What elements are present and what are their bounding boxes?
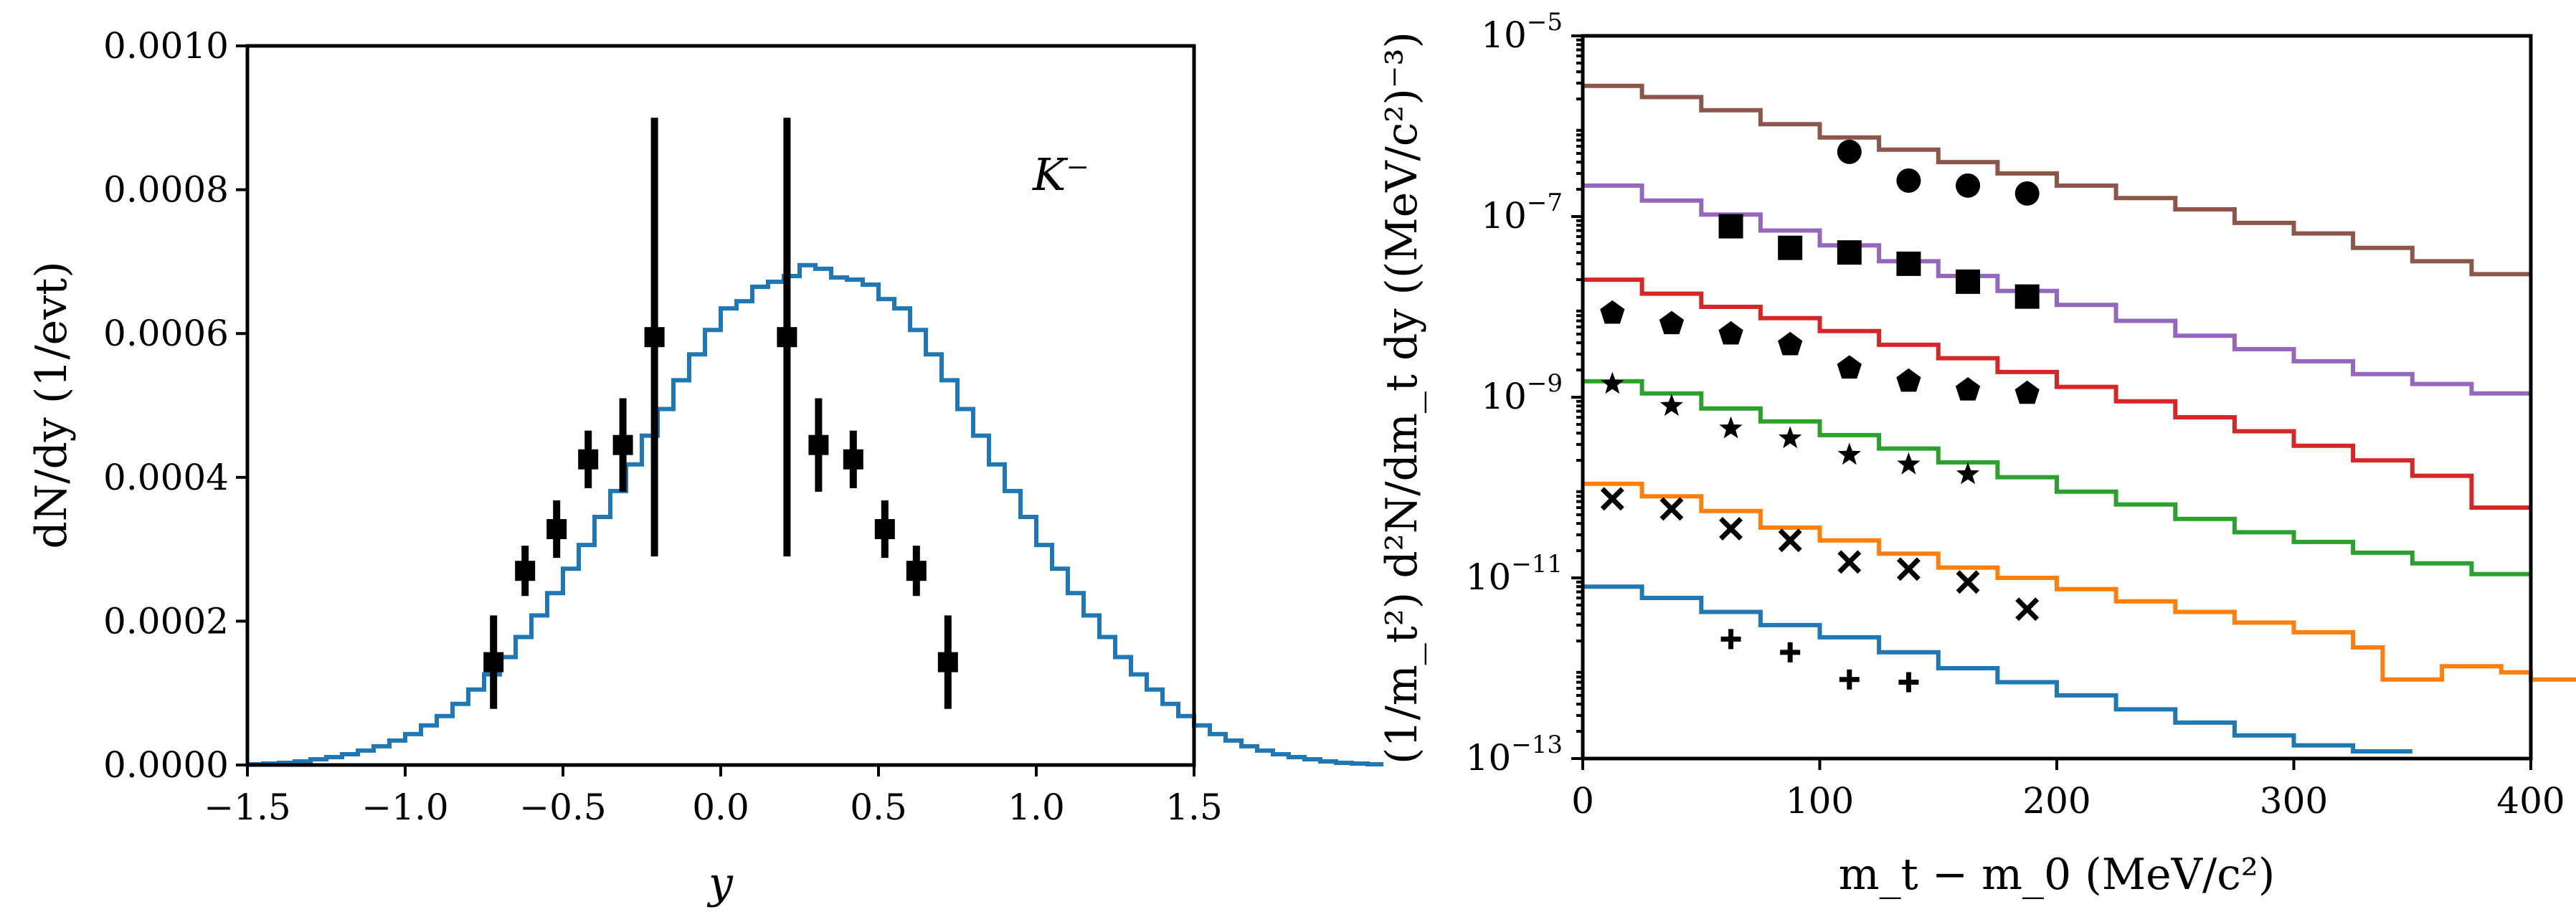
left-data-point (906, 561, 927, 581)
right-data-point-square (1837, 240, 1862, 265)
left-model-step (247, 262, 1383, 766)
left-data-point (644, 327, 665, 348)
left-data-point (808, 434, 829, 455)
right-x-tick-label: 200 (2022, 780, 2090, 822)
right-data-point-square (1778, 235, 1803, 260)
right-model-step-x (1583, 481, 2576, 682)
right-y-tick-label: 10−13 (1466, 731, 1563, 779)
right-data-points (1600, 139, 2040, 693)
right-data-point-circle (1837, 139, 1862, 164)
right-data-point-star (1601, 371, 1624, 394)
right-data-point-circle (2014, 181, 2040, 206)
left-data-point (546, 519, 567, 540)
left-x-tick-label: 0.0 (692, 787, 749, 828)
left-chart: −1.5 −1.0 −0.5 0.0 0.5 1.0 1.5 0.00000.00020.0… (27, 25, 1383, 908)
right-x-ticks: 0 100 200 300 400 (1571, 759, 2565, 822)
left-x-tick-label: −1.0 (361, 787, 448, 828)
left-data-point (874, 519, 895, 540)
left-data-points (483, 118, 958, 709)
left-y-axis-label: dN/dy (1/evt) (27, 261, 77, 548)
right-data-point-pentagon (1778, 331, 1803, 356)
left-data-point (937, 652, 958, 673)
right-data-point-square (1956, 269, 1981, 294)
left-data-point (843, 449, 863, 470)
right-data-point-star (1659, 394, 1684, 416)
right-x-tick-label: 100 (1786, 780, 1854, 822)
left-x-axis-label: y (706, 858, 734, 908)
right-data-point-x (2015, 597, 2040, 622)
left-data-point (483, 652, 504, 673)
right-data-point-square (2014, 284, 2040, 309)
right-data-point-pentagon (1659, 310, 1685, 335)
right-data-point-star (1779, 426, 1802, 449)
right-data-point-x (1956, 570, 1980, 594)
right-data-point-plus (1898, 672, 1919, 693)
left-y-ticks: 0.0000 0.0002 0.0004 0.0006 0.0008 0.0010 (103, 25, 247, 786)
right-y-tick-label: 10−7 (1481, 189, 1563, 237)
right-data-point-x (1837, 550, 1862, 574)
left-data-point (578, 449, 599, 470)
right-data-point-x (1659, 497, 1684, 521)
right-data-point-x (1896, 557, 1921, 581)
right-data-point-circle (1956, 173, 1981, 198)
left-y-tick-label: 0.0004 (103, 457, 229, 498)
right-data-point-square (1718, 214, 1743, 239)
right-model-step-pentagon (1583, 277, 2531, 510)
right-data-point-star (1719, 416, 1743, 439)
left-model-curve (247, 262, 1383, 766)
right-data-point-pentagon (2014, 380, 2040, 404)
left-data-point (777, 327, 797, 348)
right-model-step-star (1583, 379, 2531, 576)
right-data-point-plus (1780, 642, 1801, 662)
right-data-point-pentagon (1896, 368, 1921, 392)
left-data-point (515, 561, 536, 581)
left-x-tick-label: −1.5 (204, 787, 290, 828)
right-data-point-pentagon (1718, 320, 1743, 345)
right-data-point-star (1956, 462, 1980, 485)
left-x-tick-label: −0.5 (519, 787, 606, 828)
right-x-tick-label: 300 (2260, 780, 2328, 822)
right-y-tick-label: 10−11 (1466, 550, 1563, 598)
right-data-point-x (1719, 516, 1743, 541)
right-y-tick-label: 10−9 (1481, 369, 1563, 417)
right-model-step-circle (1583, 83, 2531, 277)
right-plot-frame (1581, 34, 2533, 761)
right-model-step-square (1583, 183, 2531, 396)
right-data-point-circle (1896, 168, 1921, 193)
right-data-point-square (1896, 251, 1921, 276)
left-annotation: K⁻ (1032, 148, 1089, 201)
right-data-point-x (1600, 487, 1624, 511)
right-y-axis-label: (1/m_t²) d²N/dm_t dy ((MeV/c²)⁻³) (1377, 32, 1427, 764)
left-x-tick-label: 0.5 (850, 787, 907, 828)
left-y-tick-label: 0.0008 (103, 169, 229, 211)
right-data-point-pentagon (1955, 377, 1981, 401)
right-x-axis-label: m_t − m_0 (MeV/c²) (1839, 850, 2276, 900)
left-y-tick-label: 0.0002 (103, 600, 229, 642)
right-x-tick-label: 400 (2496, 780, 2565, 822)
left-x-tick-label: 1.0 (1008, 787, 1065, 828)
right-data-point-plus (1720, 629, 1741, 650)
right-data-point-pentagon (1837, 355, 1862, 379)
right-chart: 0 100 200 300 400 10−13 10−11 10−9 10−7 10−5 m_t… (1377, 8, 2576, 900)
right-data-point-star (1897, 452, 1921, 475)
right-model-step-plus (1583, 584, 2412, 754)
left-x-tick-label: 1.5 (1165, 787, 1223, 828)
left-y-tick-label: 0.0000 (103, 744, 229, 786)
right-data-point-pentagon (1600, 300, 1625, 324)
right-data-point-x (1778, 528, 1802, 553)
right-model-curves (1583, 83, 2576, 754)
right-y-tick-label: 10−5 (1481, 8, 1563, 56)
right-data-point-star (1837, 442, 1861, 465)
right-data-point-plus (1839, 669, 1860, 690)
left-data-point (612, 434, 633, 455)
left-x-ticks: −1.5 −1.0 −0.5 0.0 0.5 1.0 1.5 (204, 765, 1223, 828)
left-y-tick-label: 0.0010 (103, 25, 229, 67)
right-x-tick-label: 0 (1571, 780, 1594, 822)
left-y-tick-label: 0.0006 (103, 313, 229, 354)
right-y-ticks: 10−13 10−11 10−9 10−7 10−5 (1466, 8, 1583, 779)
